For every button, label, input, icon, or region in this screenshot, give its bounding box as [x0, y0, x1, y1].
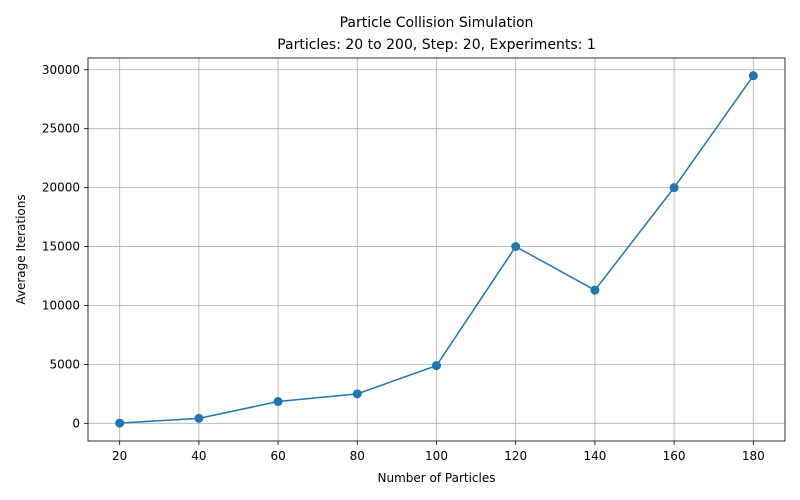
x-tick-label: 160 [663, 449, 686, 463]
y-tick-label: 25000 [42, 122, 80, 136]
y-tick-label: 0 [72, 416, 80, 430]
y-tick-label: 15000 [42, 240, 80, 254]
x-tick-label: 60 [270, 449, 285, 463]
data-point [273, 397, 283, 407]
axis-ticks: 20 40 60 80 100 120 140 160 180 0 5000 10000 15000 20… [42, 63, 765, 463]
y-tick-label: 30000 [42, 63, 80, 77]
x-tick-label: 100 [425, 449, 448, 463]
x-tick-label: 180 [742, 449, 765, 463]
x-tick-label: 120 [504, 449, 527, 463]
data-point [352, 389, 362, 399]
x-tick-label: 20 [112, 449, 127, 463]
data-point [511, 242, 521, 252]
data-point [590, 285, 600, 295]
data-point [748, 71, 758, 81]
data-point [194, 413, 204, 423]
y-axis-label: Average Iterations [14, 194, 28, 304]
data-point [432, 361, 441, 371]
grid [88, 58, 785, 441]
data-point [669, 183, 679, 193]
y-tick-label: 20000 [42, 181, 80, 195]
x-tick-label: 40 [191, 449, 206, 463]
chart-subtitle: Particles: 20 to 200, Step: 20, Experime… [277, 37, 596, 53]
x-tick-label: 80 [350, 449, 365, 463]
x-tick-label: 140 [583, 449, 606, 463]
data-point [115, 418, 125, 428]
y-tick-label: 5000 [49, 357, 80, 371]
data-series [115, 71, 758, 428]
chart-title: Particle Collision Simulation [340, 15, 534, 31]
x-axis-label: Number of Particles [378, 471, 496, 485]
y-tick-label: 10000 [42, 298, 80, 312]
